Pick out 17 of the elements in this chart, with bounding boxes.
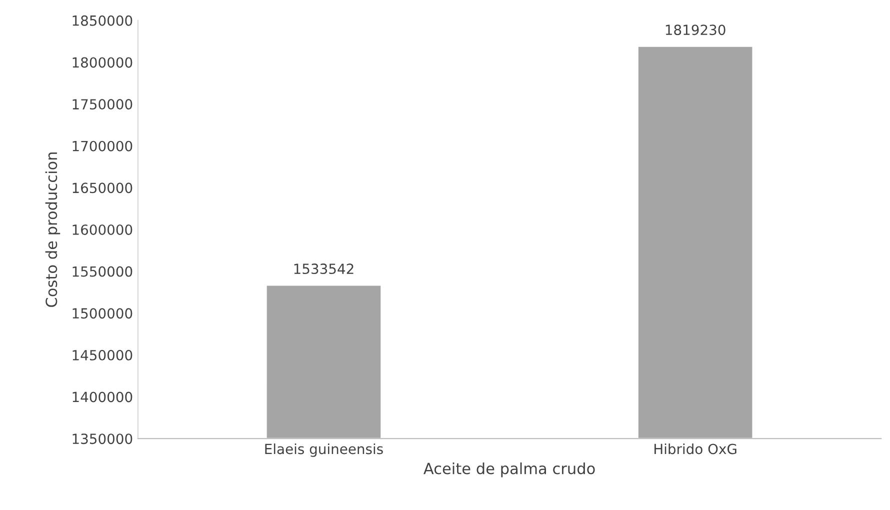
- x-tick-label: Elaeis guineensis: [265, 443, 383, 457]
- x-tick-label: Hibrido OxG: [654, 443, 736, 454]
- y-tick-label: 1600000: [72, 224, 132, 235]
- y-tick-label: 1750000: [72, 99, 132, 110]
- y-tick-label: 1350000: [72, 434, 132, 444]
- y-tick-label: 1800000: [72, 57, 132, 68]
- y-tick-label: 1400000: [72, 392, 132, 402]
- data-label: 1819230: [666, 24, 726, 36]
- y-tick-label: 1450000: [72, 350, 132, 360]
- y-tick-label: 1850000: [72, 15, 132, 26]
- y-tick-label: 1700000: [72, 140, 132, 152]
- x-axis-title: Aceite de palma crudo: [424, 462, 595, 478]
- y-axis-title: Costo de produccion: [45, 152, 60, 307]
- y-tick-label: 1550000: [72, 266, 132, 277]
- data-label: 1533542: [294, 264, 354, 274]
- y-tick-label: 1500000: [72, 308, 132, 319]
- y-tick-label: 1650000: [72, 182, 132, 194]
